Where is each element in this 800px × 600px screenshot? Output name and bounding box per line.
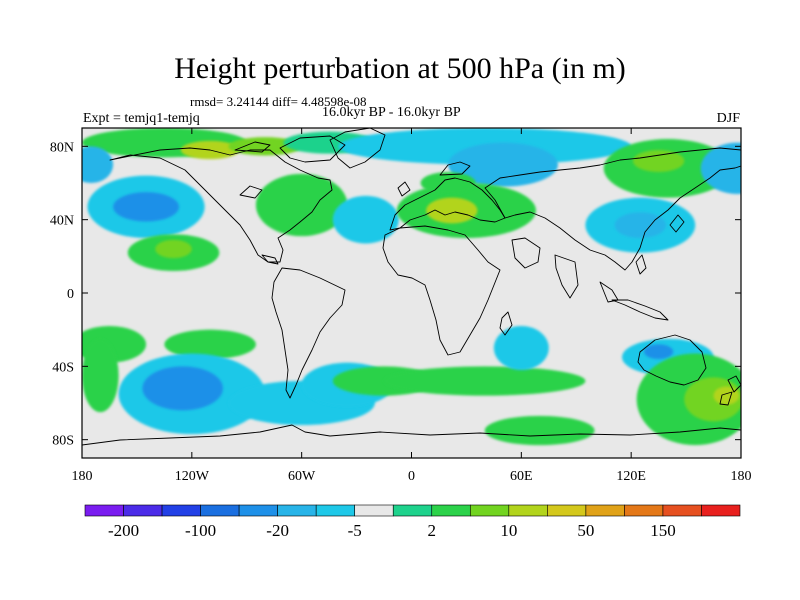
colorbar-swatch xyxy=(315,504,356,517)
anomaly-region-20 xyxy=(614,212,666,239)
y-tick-label: 80N xyxy=(50,140,74,155)
anomaly-region-35 xyxy=(713,386,740,405)
x-tick-label: 120W xyxy=(175,469,210,484)
anomaly-region-14 xyxy=(255,173,348,237)
colorbar-swatch xyxy=(469,504,510,517)
chart-title: Height perturbation at 500 hPa (in m) xyxy=(174,52,626,85)
colorbar-swatch xyxy=(354,504,394,517)
colorbar-swatch xyxy=(701,504,741,517)
x-tick-label: 120E xyxy=(616,469,646,484)
colorbar-swatch xyxy=(84,504,124,517)
colorbar-swatch xyxy=(392,504,433,517)
anomaly-region-22 xyxy=(164,329,256,360)
anomaly-region-28 xyxy=(384,366,586,396)
period-label: 16.0kyr BP - 16.0kyr BP xyxy=(322,105,461,120)
colorbar-swatch xyxy=(585,504,625,517)
x-tick-label: 60E xyxy=(510,469,533,484)
anomaly-region-7 xyxy=(632,150,685,172)
x-tick-label: 180 xyxy=(72,469,93,484)
colorbar-label: 50 xyxy=(577,521,594,540)
anomaly-region-18 xyxy=(420,172,476,194)
colorbar-swatch xyxy=(508,504,548,517)
coastlines xyxy=(82,128,741,446)
anomaly-region-24 xyxy=(142,366,223,411)
colorbar-label: 10 xyxy=(500,521,517,540)
y-tick-label: 0 xyxy=(67,287,74,302)
y-tick-label: 40S xyxy=(52,360,74,375)
colorbar-label: -5 xyxy=(348,521,362,540)
x-tick-label: 0 xyxy=(408,469,415,484)
x-tick-label: 180 xyxy=(731,469,752,484)
colorbar-swatch xyxy=(123,504,163,517)
colorbar-swatch xyxy=(624,504,664,517)
experiment-label: Expt = temjq1-temjq xyxy=(83,111,200,126)
colorbar-label: 150 xyxy=(650,521,676,540)
season-label: DJF xyxy=(716,111,740,126)
colorbar-swatch xyxy=(547,504,587,517)
colorbar-label: -100 xyxy=(185,521,216,540)
x-tick-label: 60W xyxy=(288,469,316,484)
anomaly-region-17 xyxy=(426,197,478,224)
anomaly-region-13 xyxy=(155,239,192,259)
colorbar-swatch xyxy=(200,504,240,517)
anomaly-region-30 xyxy=(493,326,549,370)
rmsd-diff-stats: rmsd= 3.24144 diff= 4.48598e-08 xyxy=(190,94,367,109)
y-tick-label: 40N xyxy=(50,214,74,229)
anomaly-region-9 xyxy=(82,146,114,183)
colorbar-swatch xyxy=(662,504,702,517)
colorbar-swatch xyxy=(238,504,278,517)
colorbar-label: -200 xyxy=(108,521,139,540)
colorbar-label: -20 xyxy=(266,521,289,540)
colorbar-swatch xyxy=(431,504,471,517)
anomaly-region-11 xyxy=(113,192,180,222)
anomaly-region-36 xyxy=(82,338,119,413)
colorbar-swatch xyxy=(277,504,317,517)
anomaly-region-8 xyxy=(700,142,741,194)
anomaly-region-29 xyxy=(484,415,595,446)
anomaly-region-15 xyxy=(332,195,399,244)
anomaly-region-32 xyxy=(643,344,674,359)
colorbar-swatch xyxy=(161,504,201,517)
y-tick-label: 80S xyxy=(52,434,74,449)
anomaly-region-5 xyxy=(448,142,558,187)
colorbar-label: 2 xyxy=(428,521,437,540)
